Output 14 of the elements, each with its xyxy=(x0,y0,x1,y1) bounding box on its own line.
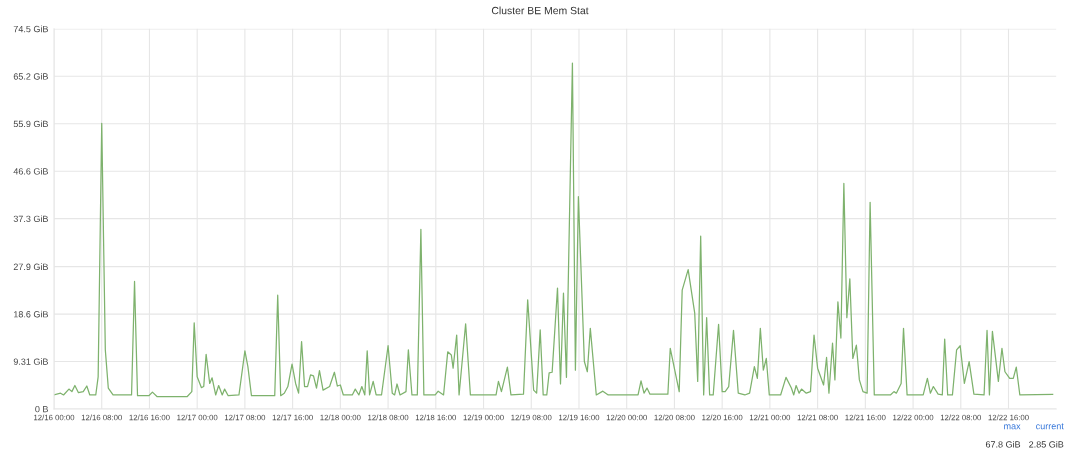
chart-title: Cluster BE Mem Stat xyxy=(491,6,589,15)
text: max xyxy=(1004,424,1021,430)
y-tick-label: 46.6 GiB xyxy=(13,167,48,175)
text: current xyxy=(1036,423,1064,430)
y-tick-label: 18.6 GiB xyxy=(14,310,48,318)
y-tick-label: 55.9 GiB xyxy=(13,120,48,128)
y-tick-label: 37.3 GiB xyxy=(13,215,48,223)
y-tick-label: 27.9 GiB xyxy=(13,263,48,270)
y-tick-label: 9.31 GiB xyxy=(13,358,48,365)
text: 67.8 GiB xyxy=(985,440,1021,448)
y-tick-label: 74.5 GiB xyxy=(13,25,48,33)
y-tick-label: 65.2 GiB xyxy=(13,73,48,80)
y-tick-label: 0 B xyxy=(35,405,48,413)
text: 2.85 GiB xyxy=(1029,440,1064,448)
